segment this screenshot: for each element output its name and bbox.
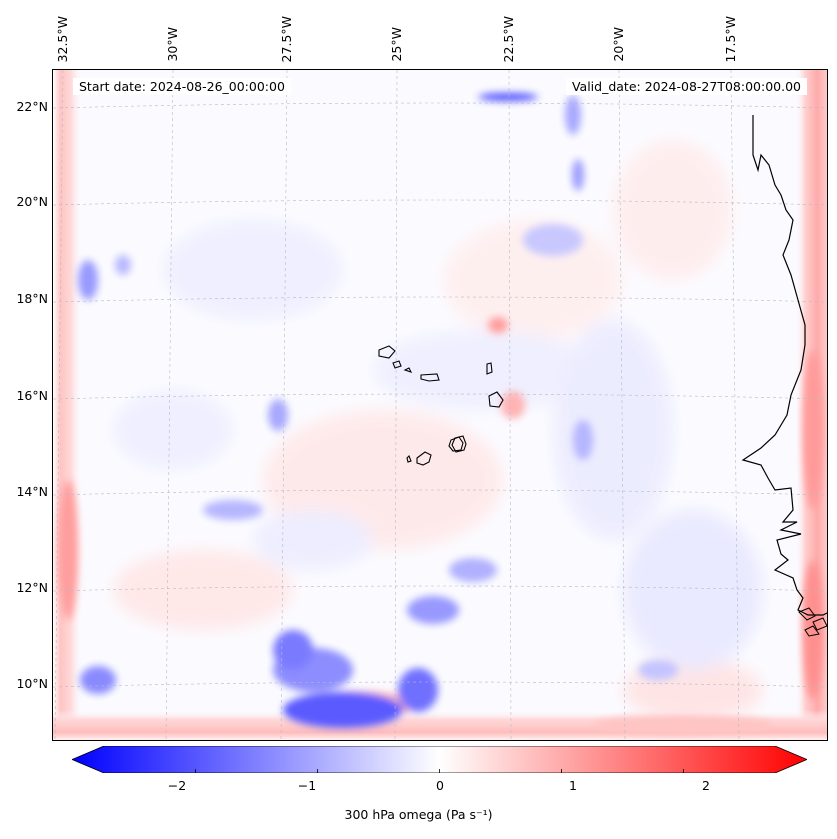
lat-label-10n: 10°N [16,676,48,691]
field-left-band [53,70,83,740]
valid-date-label: Valid_date: 2024-08-27T08:00:00.00 [565,78,807,95]
colorbar-bar [70,745,809,774]
lon-label-32-5w: 32.5°W [54,15,70,62]
start-date-label: Start date: 2024-08-26_00:00:00 [73,78,291,95]
cape-verde-islands [378,345,504,466]
lon-label-30w: 30°W [164,27,180,62]
africa-coastline [741,115,827,616]
colorbar-tick-1: 1 [569,778,577,793]
lat-label-12n: 12°N [16,580,48,595]
field-strong-patches [58,93,823,735]
lon-label-25w: 25°W [388,27,404,62]
colorbar-gradient [70,745,809,774]
colorbar-label: 300 hPa omega (Pa s⁻¹) [344,807,493,822]
omega-field [53,70,827,740]
colorbar-tick-2: 2 [702,778,710,793]
colorbar-tick-minus-1: −1 [297,778,317,793]
lon-label-22-5w: 22.5°W [500,15,516,62]
lat-label-14n: 14°N [16,484,48,499]
field-broad-patches [113,140,763,720]
map-panel[interactable]: Start date: 2024-08-26_00:00:00 Valid_da… [52,69,828,741]
bijagos-islands [798,607,827,637]
lat-label-18n: 18°N [16,291,48,306]
lon-label-20w: 20°W [610,27,626,62]
colorbar-tick-0: 0 [436,778,444,793]
lat-label-16n: 16°N [16,388,48,403]
lon-label-27-5w: 27.5°W [278,15,294,62]
graticule [53,70,827,740]
lon-label-17-5w: 17.5°W [722,15,738,62]
colorbar-tick-minus-2: −2 [167,778,187,793]
colorbar [70,745,809,774]
lat-label-22n: 22°N [16,99,48,114]
lat-label-20n: 20°N [16,194,48,209]
